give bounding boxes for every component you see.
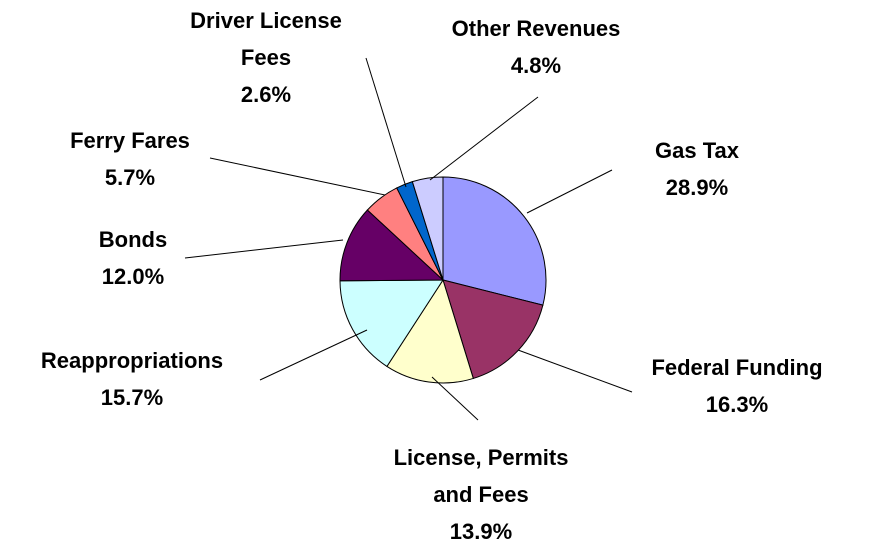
pie-slice bbox=[442, 176, 547, 306]
leader-line bbox=[259, 329, 368, 381]
category-label: Gas Tax bbox=[655, 138, 739, 163]
slice-label: License, Permits and Fees 13.9% bbox=[381, 439, 581, 550]
value-label: 5.7% bbox=[104, 165, 156, 190]
category-label: Other Revenues bbox=[451, 16, 621, 41]
value-label: 13.9% bbox=[449, 519, 513, 544]
leader-line bbox=[429, 96, 539, 181]
slice-label: Ferry Fares 5.7% bbox=[30, 122, 230, 196]
slice-label: Reappropriations 15.7% bbox=[2, 342, 262, 416]
leader-line bbox=[517, 349, 633, 393]
category-label: License, Permits and Fees bbox=[393, 445, 569, 507]
leader-line bbox=[365, 57, 407, 188]
slice-label: Driver License Fees 2.6% bbox=[181, 2, 351, 113]
pie-slice bbox=[442, 279, 544, 380]
slice-label: Federal Funding 16.3% bbox=[617, 349, 857, 423]
leader-line bbox=[526, 169, 613, 214]
value-label: 4.8% bbox=[510, 53, 562, 78]
value-label: 2.6% bbox=[240, 82, 292, 107]
slice-label: Other Revenues 4.8% bbox=[406, 10, 666, 84]
pie-slice bbox=[411, 176, 444, 281]
leader-line bbox=[184, 239, 344, 259]
leader-line bbox=[431, 376, 479, 421]
slice-label: Bonds 12.0% bbox=[33, 221, 233, 295]
value-label: 15.7% bbox=[100, 385, 164, 410]
category-label: Federal Funding bbox=[651, 355, 823, 380]
value-label: 28.9% bbox=[665, 175, 729, 200]
slice-label: Gas Tax 28.9% bbox=[577, 132, 817, 206]
category-label: Reappropriations bbox=[40, 348, 224, 373]
category-label: Ferry Fares bbox=[70, 128, 190, 153]
category-label: Driver License Fees bbox=[190, 8, 342, 70]
pie-slice bbox=[386, 278, 474, 384]
value-label: 16.3% bbox=[705, 392, 769, 417]
pie-slice bbox=[339, 209, 445, 282]
pie-slice bbox=[339, 279, 444, 368]
value-label: 12.0% bbox=[101, 264, 165, 289]
leader-line bbox=[209, 157, 386, 196]
category-label: Bonds bbox=[98, 227, 168, 252]
